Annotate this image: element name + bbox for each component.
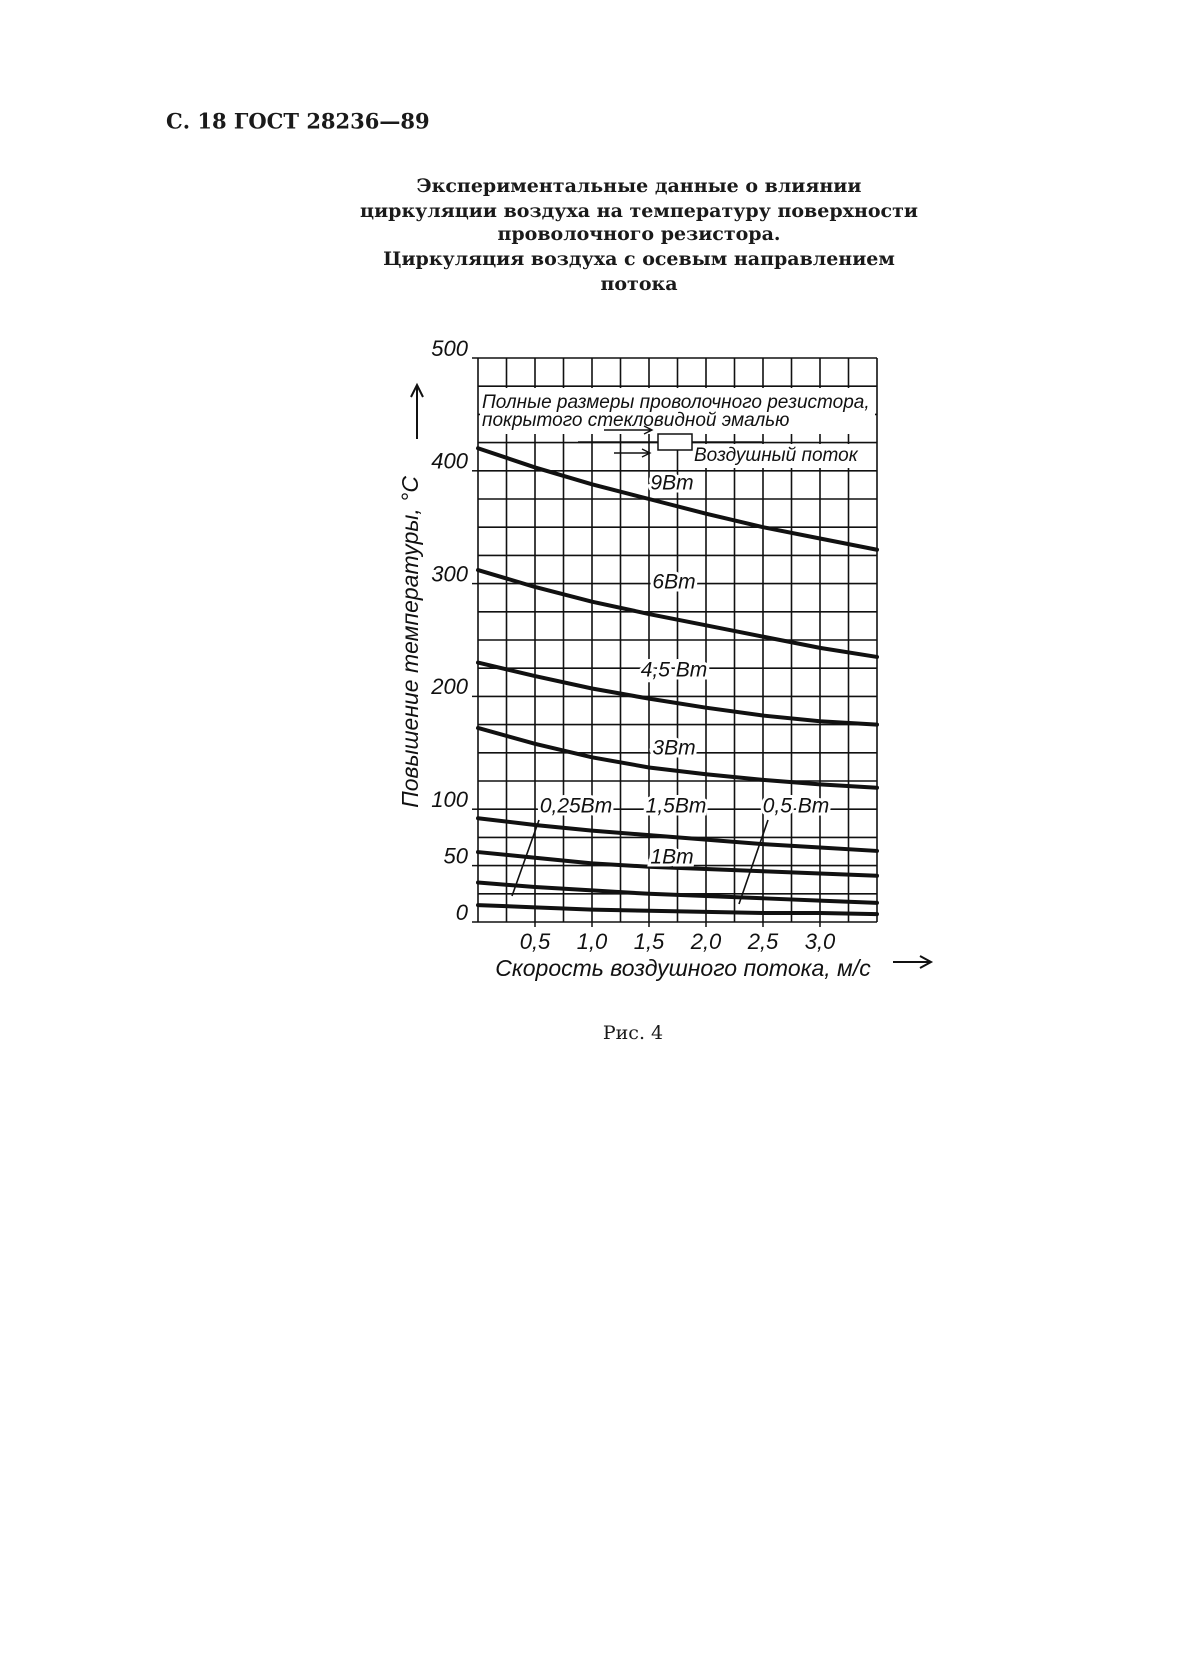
x-tick-label: 2,0 xyxy=(690,929,722,954)
series-line xyxy=(476,903,879,917)
title-line: циркуляции воздуха на температуру поверх… xyxy=(360,200,918,222)
series-label: 9Вт xyxy=(650,472,693,495)
title-line: потока xyxy=(600,273,677,295)
x-tick-label: 0,5 xyxy=(520,929,551,954)
series-label: 0,25Вт xyxy=(540,795,612,818)
inset-background xyxy=(480,388,875,434)
y-tick-label: 200 xyxy=(430,674,468,699)
x-axis-arrow xyxy=(893,955,934,969)
x-axis-label: Скорость воздушного потока, м/с xyxy=(495,955,871,981)
series-label: 0,5 Вт xyxy=(763,795,830,818)
x-tick-label: 2,5 xyxy=(747,929,779,954)
x-tick-label: 3,0 xyxy=(805,929,836,954)
inset-note: Полные размеры проволочного резистора, xyxy=(482,392,870,413)
y-tick-label: 50 xyxy=(444,843,469,868)
series-line xyxy=(476,816,879,853)
inset-note: покрытого стекловидной эмалью xyxy=(482,410,789,431)
x-tick-label: 1,5 xyxy=(634,929,665,954)
y-tick-label: 100 xyxy=(431,787,468,812)
y-tick-label: 500 xyxy=(431,336,468,361)
figure-caption: Рис. 4 xyxy=(603,1022,663,1044)
series-label: 4,5 Вт xyxy=(641,659,708,682)
series-label: 6Вт xyxy=(652,571,695,594)
series-line xyxy=(476,880,879,905)
y-tick-label: 400 xyxy=(431,449,468,474)
chart: 0 50 100 200 300 400 500 0,5 1,0 1,5 2,0 2,5 3,0 9Вт 6… xyxy=(397,336,934,981)
y-axis-arrow xyxy=(410,382,424,439)
title-line: Экспериментальные данные о влиянии xyxy=(417,175,862,197)
title-line: Циркуляция воздуха с осевым направлением xyxy=(383,248,895,270)
y-axis-label: Повышение температуры, °С xyxy=(397,476,423,808)
series-label: 1,5Вт xyxy=(646,795,707,818)
resistor-body xyxy=(657,433,693,451)
leader-line xyxy=(738,819,769,905)
inset-background xyxy=(690,444,875,468)
page-header: С. 18 ГОСТ 28236—89 xyxy=(166,109,430,134)
series-label: 1Вт xyxy=(650,846,693,869)
series-line xyxy=(476,660,879,727)
leader-line xyxy=(511,819,540,897)
inset-note: Воздушный поток xyxy=(694,445,859,466)
series-line xyxy=(476,725,879,790)
flow-arrow xyxy=(604,425,654,458)
series-label: 3Вт xyxy=(652,737,695,760)
series-line xyxy=(476,446,879,552)
series-line xyxy=(476,850,879,878)
series-line xyxy=(476,568,879,659)
y-tick-label: 0 xyxy=(456,900,469,925)
y-tick-label: 300 xyxy=(431,561,468,586)
x-tick-label: 1,0 xyxy=(577,929,608,954)
title-line: проволочного резистора. xyxy=(497,223,780,245)
